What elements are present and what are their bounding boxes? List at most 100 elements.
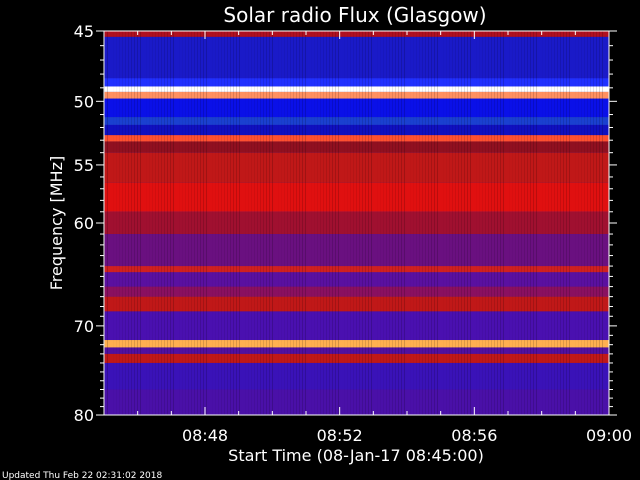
texture-streak	[590, 31, 591, 415]
texture-streak	[212, 31, 213, 415]
texture-streak	[494, 31, 495, 415]
chart-title: Solar radio Flux (Glasgow)	[223, 3, 486, 27]
texture-streak	[254, 31, 255, 415]
texture-streak	[224, 31, 225, 415]
texture-streak	[152, 31, 153, 415]
texture-streak	[293, 31, 294, 415]
texture-streak	[197, 31, 198, 415]
frequency-band	[104, 124, 609, 136]
texture-streak	[335, 31, 336, 415]
y-tick-label: 70	[74, 317, 94, 336]
frequency-band	[104, 362, 609, 390]
texture-streak	[425, 31, 426, 415]
texture-streak	[359, 31, 360, 415]
frequency-band	[104, 135, 609, 142]
texture-streak	[269, 31, 270, 415]
texture-streak	[272, 31, 273, 415]
texture-streak	[350, 31, 351, 415]
texture-streak	[527, 31, 528, 415]
x-tick-label: 09:00	[586, 426, 632, 445]
texture-streak	[239, 31, 240, 415]
texture-streak	[353, 31, 354, 415]
texture-streak	[161, 31, 162, 415]
x-axis-label: Start Time (08-Jan-17 08:45:00)	[228, 446, 484, 465]
texture-streak	[155, 31, 156, 415]
texture-streak	[344, 31, 345, 415]
texture-streak	[416, 31, 417, 415]
updated-timestamp: Updated Thu Feb 22 02:31:02 2018	[2, 471, 163, 480]
texture-streak	[602, 31, 603, 415]
texture-streak	[362, 31, 363, 415]
texture-streak	[221, 31, 222, 415]
texture-streak	[587, 31, 588, 415]
texture-streak	[398, 31, 399, 415]
frequency-band	[104, 36, 609, 79]
texture-streak	[380, 31, 381, 415]
texture-streak	[338, 31, 339, 415]
texture-streak	[545, 31, 546, 415]
texture-streak	[395, 31, 396, 415]
texture-streak	[491, 31, 492, 415]
texture-streak	[302, 31, 303, 415]
texture-streak	[566, 31, 567, 415]
frequency-band	[104, 389, 609, 415]
texture-streak	[329, 31, 330, 415]
texture-streak	[437, 31, 438, 415]
frequency-band	[104, 286, 609, 297]
texture-streak	[233, 31, 234, 415]
texture-streak	[299, 31, 300, 415]
texture-streak	[389, 31, 390, 415]
frequency-band	[104, 340, 609, 348]
texture-streak	[200, 31, 201, 415]
texture-streak	[137, 31, 138, 415]
texture-streak	[428, 31, 429, 415]
texture-streak	[455, 31, 456, 415]
texture-streak	[452, 31, 453, 415]
texture-streak	[479, 31, 480, 415]
texture-streak	[356, 31, 357, 415]
texture-streak	[536, 31, 537, 415]
texture-streak	[467, 31, 468, 415]
texture-streak	[554, 31, 555, 415]
y-tick-label: 55	[74, 156, 94, 175]
texture-streak	[116, 31, 117, 415]
frequency-band	[104, 353, 609, 363]
texture-streak	[185, 31, 186, 415]
texture-streak	[365, 31, 366, 415]
texture-streak	[305, 31, 306, 415]
texture-streak	[281, 31, 282, 415]
frequency-band	[104, 296, 609, 312]
texture-streak	[332, 31, 333, 415]
texture-streak	[149, 31, 150, 415]
texture-streak	[419, 31, 420, 415]
texture-streak	[194, 31, 195, 415]
frequency-band	[104, 117, 609, 125]
texture-streak	[371, 31, 372, 415]
texture-streak	[251, 31, 252, 415]
y-tick-label: 45	[74, 22, 94, 41]
texture-streak	[164, 31, 165, 415]
texture-streak	[392, 31, 393, 415]
texture-streak	[431, 31, 432, 415]
texture-streak	[191, 31, 192, 415]
frequency-band	[104, 347, 609, 354]
texture-streak	[263, 31, 264, 415]
texture-streak	[158, 31, 159, 415]
texture-streak	[218, 31, 219, 415]
frequency-band	[104, 152, 609, 183]
frequency-band	[104, 266, 609, 273]
texture-streak	[368, 31, 369, 415]
texture-streak	[518, 31, 519, 415]
y-tick-label: 80	[74, 406, 94, 425]
texture-streak	[107, 31, 108, 415]
texture-streak	[248, 31, 249, 415]
texture-streak	[533, 31, 534, 415]
frequency-band	[104, 272, 609, 287]
frequency-band	[104, 86, 609, 92]
frequency-band	[104, 234, 609, 267]
texture-streak	[413, 31, 414, 415]
texture-streak	[167, 31, 168, 415]
y-tick-label: 50	[74, 92, 94, 111]
texture-streak	[542, 31, 543, 415]
